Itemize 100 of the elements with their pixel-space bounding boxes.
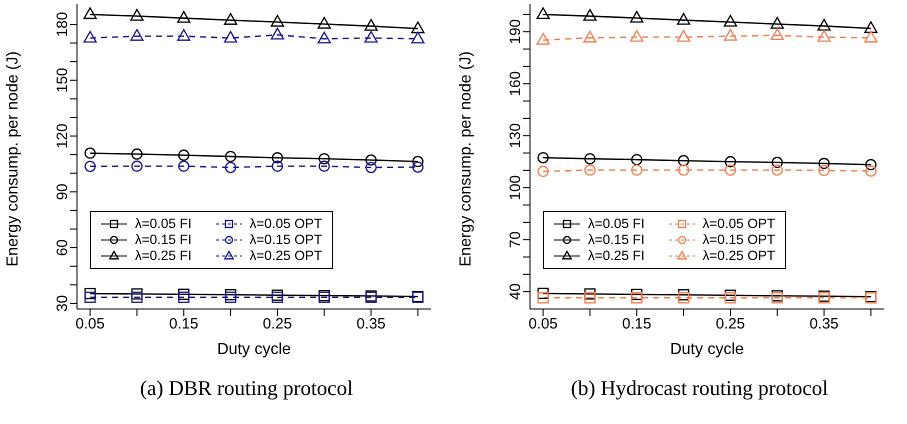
point — [178, 292, 190, 303]
x-tick-label: 0.05 — [528, 316, 558, 333]
point — [272, 152, 284, 164]
point — [130, 29, 144, 41]
point — [818, 158, 830, 170]
point — [365, 154, 377, 166]
point — [131, 148, 143, 160]
point — [583, 8, 597, 21]
point — [224, 30, 238, 43]
point — [84, 160, 96, 172]
point — [318, 160, 330, 172]
y-tick-label: 130 — [507, 123, 524, 148]
point — [411, 32, 425, 44]
point — [178, 150, 190, 161]
point — [83, 30, 97, 43]
legend-label: λ=0.05 OPT — [250, 216, 322, 232]
text: (b) Hydrocast routing protocol — [570, 376, 830, 401]
y-axis-title: Energy consump. per node (J) — [458, 51, 475, 266]
point — [318, 153, 330, 164]
y-tick-label: 160 — [507, 71, 524, 96]
point — [224, 150, 236, 162]
point — [865, 165, 877, 177]
point — [676, 30, 690, 42]
point — [818, 164, 830, 176]
legend-label: λ=0.25 OPT — [702, 248, 776, 264]
text: (a) DBR routing protocol — [139, 376, 354, 401]
point — [537, 152, 549, 164]
point — [724, 14, 738, 27]
y-tick-label: 70 — [507, 231, 524, 248]
point — [770, 28, 784, 40]
point — [536, 7, 550, 20]
legend-label: λ=0.15 FI — [135, 232, 192, 248]
legend-label: λ=0.25 FI — [588, 248, 645, 264]
y-tick-label: 90 — [54, 183, 71, 200]
point — [678, 292, 690, 304]
point — [583, 30, 597, 42]
y-tick-label: 120 — [54, 124, 71, 149]
point — [131, 160, 143, 172]
point — [584, 164, 596, 176]
point — [365, 162, 377, 174]
point — [537, 166, 549, 178]
point — [678, 164, 690, 176]
point — [770, 16, 784, 29]
point — [865, 158, 877, 170]
y-tick-label: 100 — [507, 175, 524, 200]
y-tick-label: 150 — [54, 68, 71, 93]
legend-label: λ=0.15 OPT — [702, 232, 776, 248]
point — [724, 156, 736, 168]
point — [630, 30, 644, 42]
x-tick-label: 0.05 — [76, 316, 105, 333]
point — [178, 160, 190, 172]
point — [817, 18, 831, 31]
x-tick-label: 0.15 — [622, 316, 652, 333]
legend-label: λ=0.15 OPT — [250, 232, 322, 248]
point — [224, 292, 236, 303]
point — [84, 292, 96, 303]
point — [772, 164, 783, 176]
x-tick-label: 0.25 — [716, 316, 746, 333]
point — [584, 292, 596, 304]
point — [411, 21, 425, 34]
point — [631, 292, 642, 304]
x-tick-label: 0.15 — [169, 316, 198, 333]
legend-label: λ=0.15 FI — [588, 232, 645, 248]
point — [84, 148, 96, 159]
point — [724, 28, 738, 41]
point — [724, 292, 736, 304]
point — [130, 8, 144, 21]
legend-label: λ=0.25 FI — [135, 248, 192, 264]
point — [364, 18, 378, 31]
point — [224, 13, 238, 25]
y-tick-label: 60 — [54, 239, 71, 256]
y-axis-title: Energy consump. per node (J) — [4, 51, 22, 266]
y-tick-label: 30 — [54, 295, 71, 312]
point — [318, 32, 331, 44]
legend-label: λ=0.25 OPT — [250, 248, 322, 264]
point — [817, 30, 831, 42]
point — [631, 154, 642, 166]
point — [772, 156, 783, 168]
x-axis-title: Duty cycle — [217, 341, 291, 358]
point — [224, 162, 236, 174]
x-tick-label: 0.35 — [356, 316, 386, 333]
point — [676, 12, 690, 25]
point — [177, 10, 190, 23]
y-tick-label: 180 — [54, 12, 71, 37]
point — [864, 21, 878, 34]
point — [177, 29, 190, 41]
y-tick-label: 40 — [507, 283, 524, 300]
point — [364, 30, 378, 43]
point — [131, 292, 143, 303]
legend-label: λ=0.05 FI — [588, 216, 645, 232]
point — [270, 28, 284, 40]
point — [678, 155, 690, 166]
y-tick-label: 190 — [507, 19, 524, 44]
point — [83, 7, 97, 20]
point — [630, 10, 644, 23]
x-tick-label: 0.25 — [262, 316, 292, 333]
point — [272, 160, 284, 172]
point — [631, 164, 642, 176]
point — [412, 161, 424, 173]
point — [537, 292, 549, 304]
